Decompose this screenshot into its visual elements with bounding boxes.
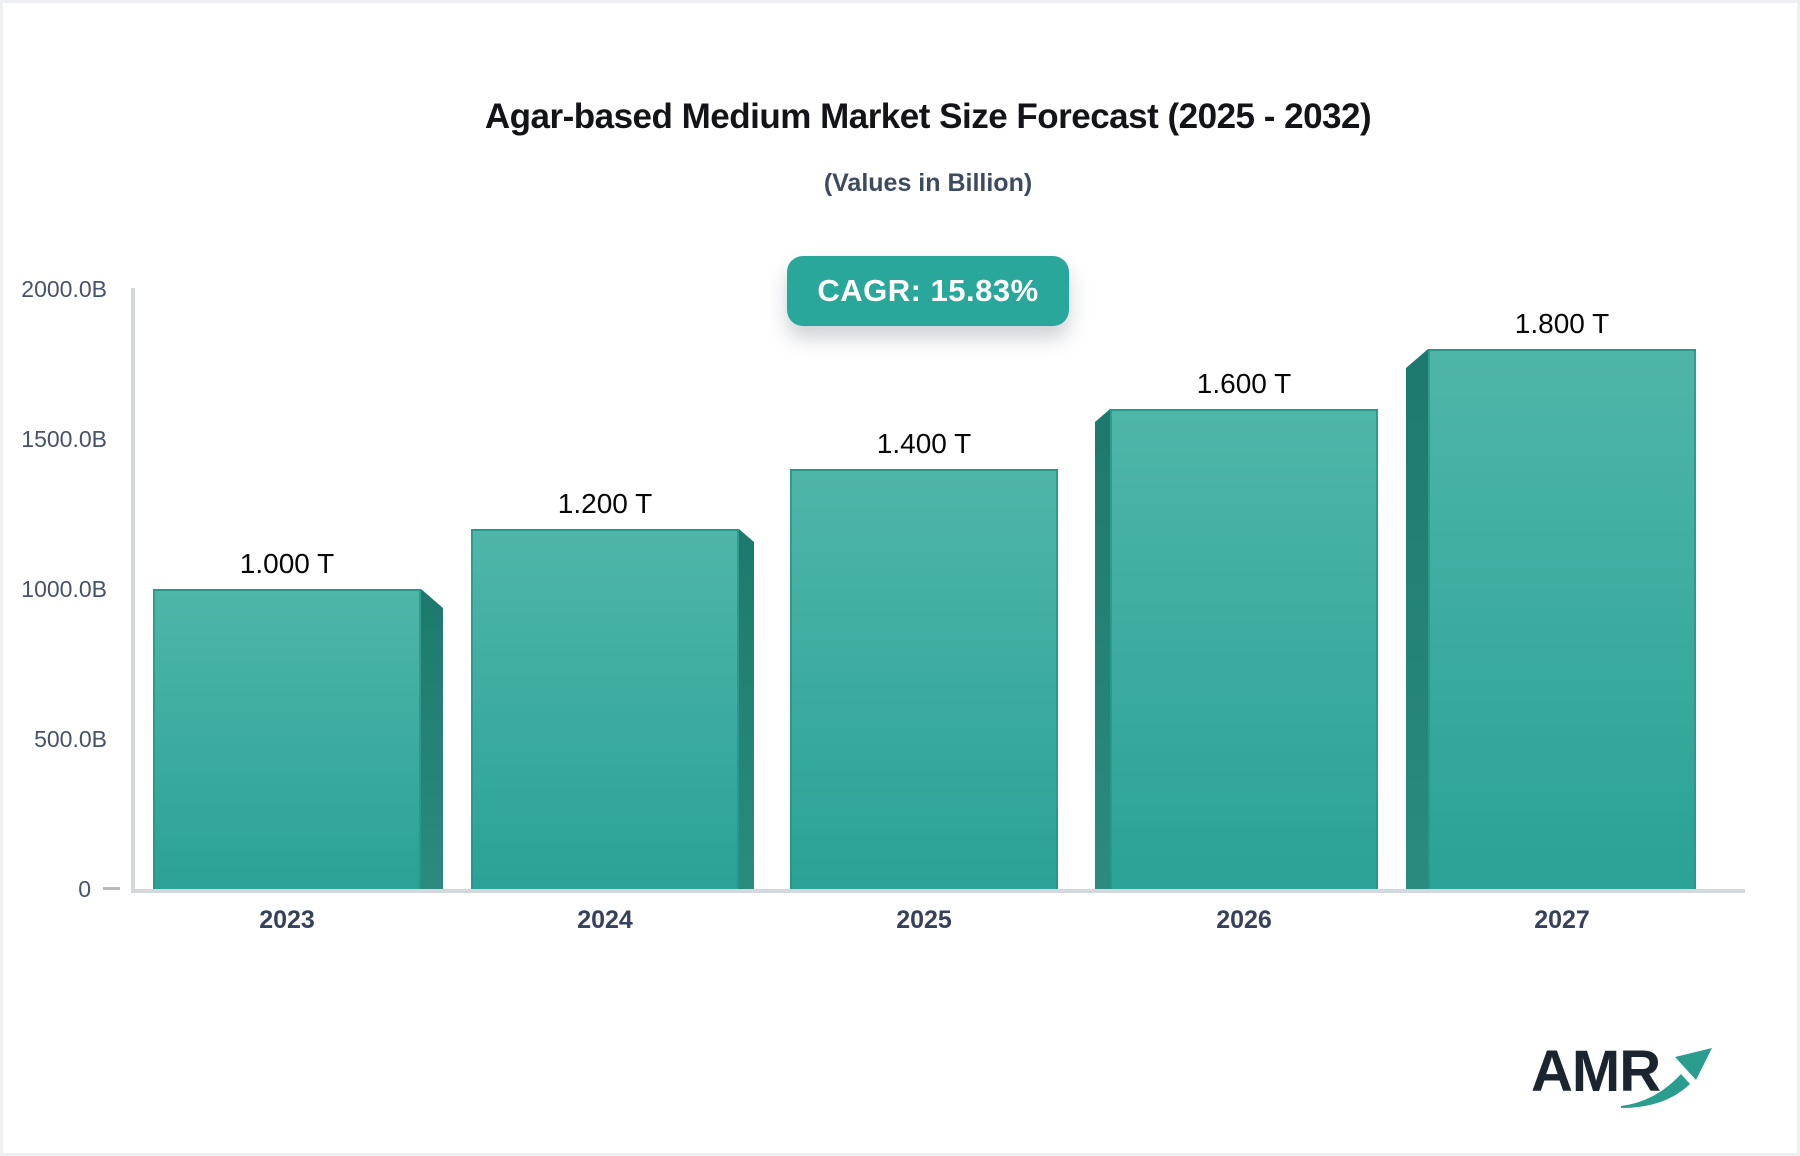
- bar-chart-plot-area: 2000.0B 1500.0B 1000.0B 500.0B 0 1.000 T 2023 1…: [3, 3, 1797, 1153]
- bar-3d-side-2026: [1095, 409, 1110, 889]
- y-axis-tick-label: 1000.0B: [21, 576, 107, 602]
- y-axis-tick-label: 1500.0B: [21, 426, 107, 452]
- bar-value-label: 1.600 T: [1196, 368, 1292, 399]
- y-axis-line: [131, 288, 135, 893]
- y-axis-tick-label: 0: [78, 876, 91, 902]
- amr-logo: AMR: [1531, 1038, 1721, 1113]
- bar-2026[interactable]: [1110, 409, 1378, 889]
- cagr-badge: CAGR: 15.83%: [787, 256, 1069, 326]
- zero-tick-mark: [103, 887, 120, 890]
- bar-3d-side-2027: [1406, 349, 1428, 889]
- y-axis-tick-label: 2000.0B: [21, 276, 107, 302]
- amr-logo-text: AMR: [1531, 1039, 1661, 1104]
- x-axis-tick-label: 2026: [1216, 906, 1272, 934]
- x-axis-line: [131, 889, 1745, 893]
- growth-arrow-icon: [1621, 1048, 1712, 1108]
- cagr-badge-wrap: CAGR: 15.83%: [59, 256, 1797, 326]
- bar-value-label: 1.400 T: [876, 428, 972, 459]
- bar-3d-side-2024: [739, 529, 754, 889]
- bar-2023[interactable]: [153, 589, 421, 889]
- x-axis-tick-label: 2027: [1534, 906, 1590, 934]
- x-axis-tick-label: 2023: [259, 906, 315, 934]
- bar-2024[interactable]: [471, 529, 739, 889]
- x-axis-tick-label: 2024: [577, 906, 633, 934]
- bar-3d-side-2023: [421, 589, 443, 889]
- x-axis-tick-label: 2025: [896, 906, 952, 934]
- bar-value-label: 1.800 T: [1514, 308, 1610, 339]
- bar-value-label: 1.200 T: [557, 488, 653, 519]
- chart-title: Agar-based Medium Market Size Forecast (…: [484, 97, 1372, 136]
- bar-2027[interactable]: [1428, 349, 1696, 889]
- y-axis-tick-label: 500.0B: [34, 726, 107, 752]
- bar-value-label: 1.000 T: [239, 548, 335, 579]
- bar-2025[interactable]: [790, 469, 1058, 889]
- chart-subtitle: (Values in Billion): [823, 169, 1033, 197]
